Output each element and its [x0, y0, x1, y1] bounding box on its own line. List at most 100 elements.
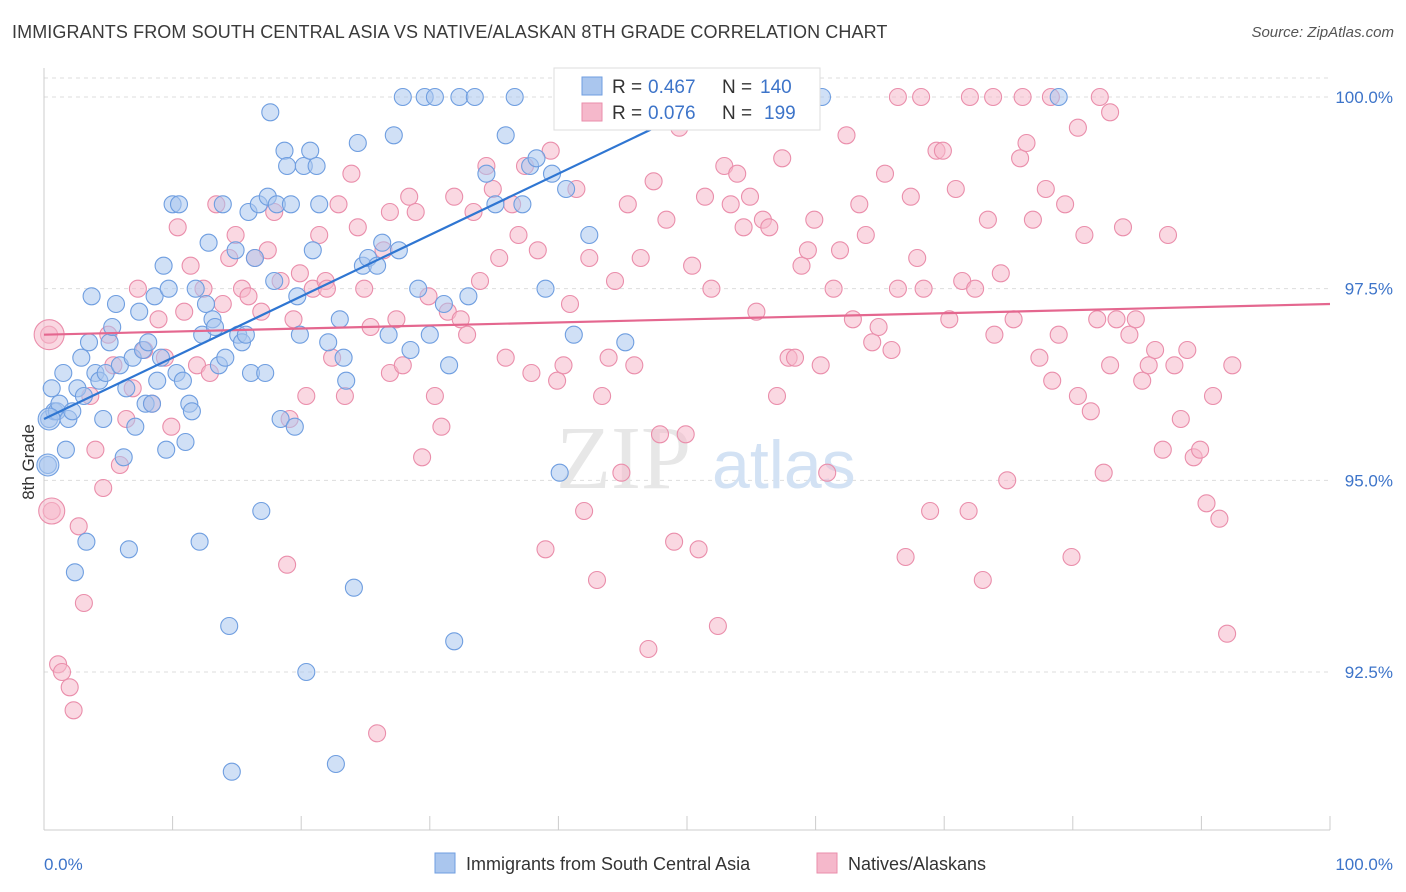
south-central-asia-point — [77, 532, 96, 551]
natives-alaskans-point — [548, 371, 567, 390]
natives-alaskans-point — [528, 241, 547, 260]
watermark: ZIP atlas — [556, 409, 856, 508]
legend-label-south-central-asia: Immigrants from South Central Asia — [466, 854, 751, 874]
natives-alaskans-point — [1113, 218, 1133, 237]
natives-alaskans-point — [1043, 371, 1062, 390]
south-central-asia-point — [190, 532, 209, 551]
natives-alaskans-point — [310, 225, 329, 245]
natives-alaskans-point — [1210, 509, 1229, 528]
south-central-asia-point — [1049, 87, 1068, 107]
natives-alaskans-points — [33, 87, 1242, 743]
natives-alaskans-point — [702, 279, 721, 298]
south-central-asia-point — [145, 287, 164, 306]
natives-alaskans-point — [1197, 494, 1216, 513]
south-central-asia-point — [213, 195, 232, 214]
natives-alaskans-point — [1068, 118, 1087, 137]
natives-alaskans-point — [888, 279, 907, 298]
natives-alaskans-point — [792, 256, 811, 275]
y-axis-label: 8th Grade — [19, 424, 38, 500]
natives-alaskans-point — [689, 540, 708, 559]
natives-alaskans-point — [1153, 440, 1172, 459]
natives-alaskans-point — [348, 218, 367, 237]
south-central-asia-point — [330, 310, 349, 329]
south-central-asia-point — [56, 440, 75, 459]
natives-alaskans-point — [278, 555, 297, 574]
south-central-asia-point — [434, 294, 453, 314]
natives-alaskans-point — [425, 386, 444, 406]
south-central-asia-point — [100, 333, 119, 352]
natives-alaskans-point — [940, 310, 959, 329]
natives-alaskans-point — [162, 417, 181, 436]
natives-alaskans-point — [933, 141, 952, 160]
south-central-asia-point — [176, 432, 195, 452]
south-central-asia-point — [196, 294, 216, 314]
natives-alaskans-point — [393, 356, 412, 375]
natives-alaskans-point — [631, 248, 650, 268]
natives-alaskans-point — [1107, 310, 1126, 329]
natives-alaskans-point — [644, 172, 663, 191]
south-central-asia-point — [252, 501, 271, 521]
source-credit: Source: ZipAtlas.com — [1251, 24, 1394, 41]
y-tick-labels: 100.0% 97.5% 95.0% 92.5% — [1335, 88, 1393, 682]
stats-n-label-pink: N = — [722, 103, 752, 124]
natives-alaskans-point — [946, 179, 965, 199]
natives-alaskans-point — [985, 325, 1004, 344]
natives-alaskans-point — [387, 310, 406, 329]
natives-alaskans-point — [1101, 356, 1120, 375]
natives-alaskans-point — [213, 294, 232, 314]
south-central-asia-point — [96, 363, 115, 383]
south-central-asia-point — [256, 363, 275, 383]
south-central-asia-point — [496, 126, 515, 145]
natives-alaskans-point — [560, 294, 580, 314]
south-central-asia-point — [79, 333, 99, 352]
south-central-asia-point — [326, 754, 345, 774]
natives-alaskans-point — [657, 210, 676, 229]
y-tick-label: 97.5% — [1345, 280, 1393, 299]
south-central-asia-point — [106, 294, 126, 314]
south-central-asia-point — [297, 662, 316, 682]
natives-alaskans-point — [639, 639, 658, 659]
natives-alaskans-point — [38, 497, 66, 525]
natives-alaskans-point — [914, 279, 933, 298]
natives-alaskans-point — [747, 302, 766, 321]
natives-alaskans-point — [52, 662, 72, 682]
watermark-zip: ZIP — [556, 409, 691, 508]
south-central-asia-point — [373, 233, 392, 252]
south-central-asia-point — [337, 371, 356, 390]
natives-alaskans-point — [342, 164, 361, 183]
natives-alaskans-point — [708, 616, 727, 636]
natives-alaskans-point — [1178, 340, 1197, 360]
natives-alaskans-point — [1023, 210, 1042, 229]
stats-r-label-pink: R = — [612, 103, 642, 124]
natives-alaskans-point — [1203, 386, 1223, 406]
south-central-asia-point — [220, 616, 239, 636]
watermark-atlas: atlas — [712, 427, 856, 503]
natives-alaskans-point — [1139, 356, 1158, 375]
south-central-asia-point — [275, 141, 294, 160]
natives-alaskans-point — [60, 678, 79, 697]
natives-alaskans-point — [1120, 325, 1139, 344]
natives-alaskans-point — [64, 701, 83, 720]
natives-alaskans-point — [458, 325, 477, 344]
natives-alaskans-point — [541, 141, 560, 160]
natives-alaskans-point — [297, 386, 316, 406]
natives-alaskans-point — [1062, 547, 1081, 567]
natives-alaskans-point — [181, 256, 200, 275]
natives-alaskans-point — [1056, 195, 1075, 214]
south-central-asia-point — [114, 448, 133, 467]
natives-alaskans-point — [843, 310, 862, 329]
stats-n-value-pink: 199 — [764, 103, 796, 124]
south-central-asia-point — [310, 195, 329, 214]
natives-alaskans-point — [824, 279, 843, 298]
natives-alaskans-point — [875, 164, 895, 183]
south-central-asia-point — [148, 371, 167, 390]
south-central-asia-point — [186, 279, 205, 298]
natives-alaskans-point — [785, 348, 805, 367]
natives-alaskans-point — [773, 149, 792, 168]
south-central-asia-point — [36, 453, 60, 477]
series-legend: Immigrants from South Central Asia Nativ… — [434, 852, 986, 874]
natives-alaskans-point — [888, 87, 907, 107]
natives-alaskans-point — [470, 271, 490, 291]
stats-r-value-pink: 0.076 — [648, 103, 696, 124]
natives-alaskans-point — [830, 241, 850, 260]
